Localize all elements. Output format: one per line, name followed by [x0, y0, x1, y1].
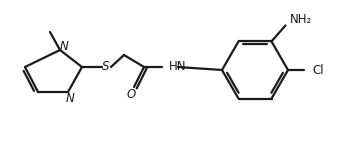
Text: HN: HN: [169, 60, 187, 73]
Text: NH₂: NH₂: [289, 13, 312, 26]
Text: S: S: [102, 60, 110, 73]
Text: N: N: [66, 93, 74, 106]
Text: O: O: [126, 89, 136, 102]
Text: N: N: [59, 40, 68, 53]
Text: Cl: Cl: [312, 64, 324, 77]
